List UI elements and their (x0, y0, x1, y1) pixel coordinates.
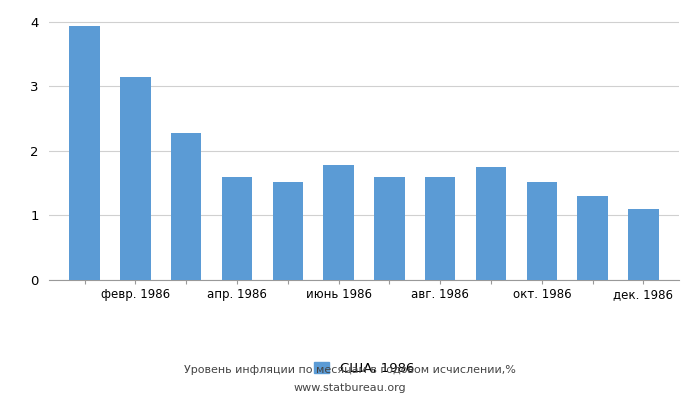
Bar (272, 182, 303, 280)
Bar (526, 182, 557, 280)
Bar (171, 134, 202, 280)
Legend: США, 1986: США, 1986 (314, 362, 414, 375)
Bar (323, 165, 354, 280)
Bar (578, 196, 608, 280)
Bar (374, 177, 405, 280)
Text: Уровень инфляции по месяцам в годовом исчислении,%: Уровень инфляции по месяцам в годовом ис… (184, 365, 516, 375)
Bar (222, 177, 252, 280)
Text: www.statbureau.org: www.statbureau.org (294, 383, 406, 393)
Bar (628, 209, 659, 280)
Bar (425, 177, 456, 280)
Bar (476, 167, 506, 280)
Bar (120, 77, 150, 280)
Bar (69, 26, 100, 280)
